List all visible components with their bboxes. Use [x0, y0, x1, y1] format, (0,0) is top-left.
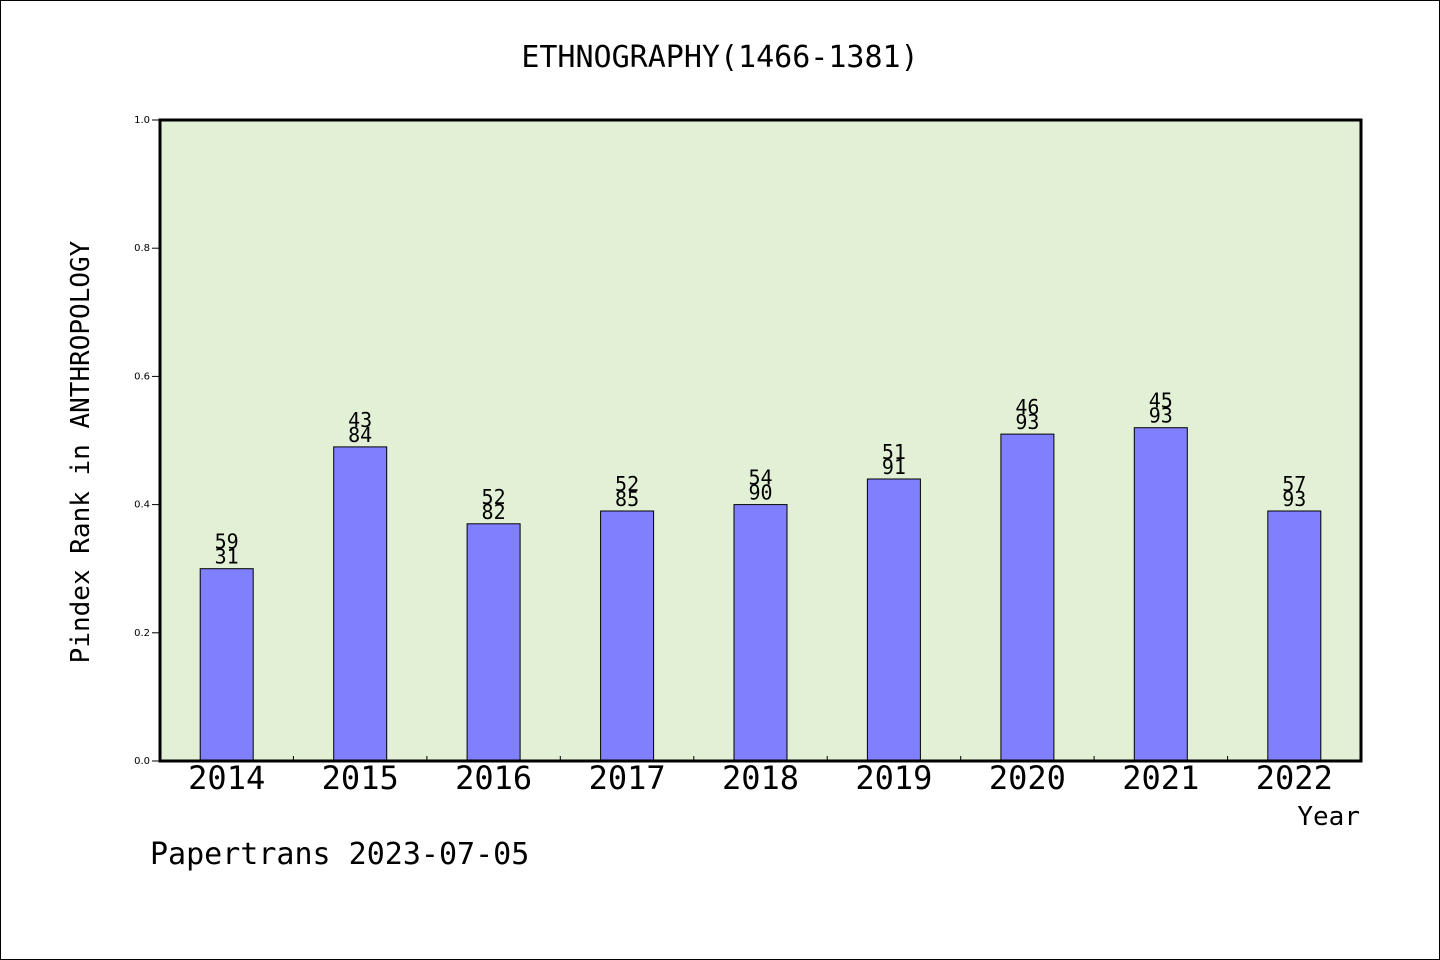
bar-2019 — [866, 478, 921, 762]
y-tick-label: 0.6 — [134, 371, 150, 382]
bar-2016 — [466, 523, 521, 762]
bar-label-top: 51 — [882, 440, 906, 464]
x-tick-label: 2021 — [1122, 759, 1199, 797]
y-tick-label: 1.0 — [134, 115, 150, 126]
bar-label-top: 52 — [615, 472, 639, 496]
y-tick-label: 0.2 — [134, 628, 150, 639]
x-tick-label: 2017 — [589, 759, 666, 797]
y-axis: 0.0 0.2 0.4 0.6 0.8 1.0 — [134, 115, 160, 767]
bar-label-bottom: 93 — [1015, 410, 1039, 434]
footer-credit: Papertrans 2023-07-05 — [150, 837, 529, 872]
bar-label-top: 43 — [348, 408, 372, 432]
x-tick-label: 2020 — [989, 759, 1066, 797]
x-tick-label: 2018 — [722, 759, 799, 797]
bar-label-bottom: 85 — [615, 487, 639, 511]
bar-2022 — [1267, 510, 1322, 762]
bar-label-top: 59 — [215, 530, 239, 554]
bar-label-bottom: 93 — [1282, 487, 1306, 511]
bar-label-top: 52 — [482, 485, 506, 509]
bar-label-bottom: 93 — [1149, 404, 1173, 428]
bar-label-top: 46 — [1015, 395, 1039, 419]
x-tick-label: 2014 — [188, 759, 265, 797]
x-tick-label: 2015 — [322, 759, 399, 797]
bar-label-bottom: 84 — [348, 423, 372, 447]
bar-label-top: 57 — [1282, 472, 1306, 496]
chart-title: ETHNOGRAPHY(1466-1381) — [521, 40, 918, 75]
bar-2018 — [733, 504, 788, 762]
bar-2015 — [333, 446, 388, 762]
bar-label-bottom: 90 — [748, 481, 772, 505]
y-tick-label: 0.4 — [134, 500, 150, 511]
x-tick-label: 2019 — [855, 759, 932, 797]
x-axis: 2014 2015 2016 2017 2018 2019 2020 2021 2022 — [188, 756, 1333, 797]
plot-border — [158, 118, 1363, 763]
bars-group — [199, 427, 1322, 762]
x-axis-label: Year — [1297, 802, 1360, 832]
bar-2021 — [1133, 427, 1188, 762]
bar-label-top: 54 — [748, 466, 772, 490]
bar-2020 — [1000, 433, 1055, 762]
bar-label-bottom: 31 — [215, 545, 239, 569]
x-tick-label: 2016 — [455, 759, 532, 797]
bar-2014 — [199, 568, 254, 762]
x-tick-label: 2022 — [1256, 759, 1333, 797]
bar-label-bottom: 82 — [482, 500, 506, 524]
bar-2017 — [600, 510, 655, 762]
y-tick-label: 0.8 — [134, 243, 150, 254]
y-tick-label: 0.0 — [134, 756, 150, 767]
y-axis-label: Pindex Rank in ANTHROPOLOGY — [66, 240, 96, 663]
bar-label-top: 45 — [1149, 389, 1173, 413]
bar-label-bottom: 91 — [882, 455, 906, 479]
